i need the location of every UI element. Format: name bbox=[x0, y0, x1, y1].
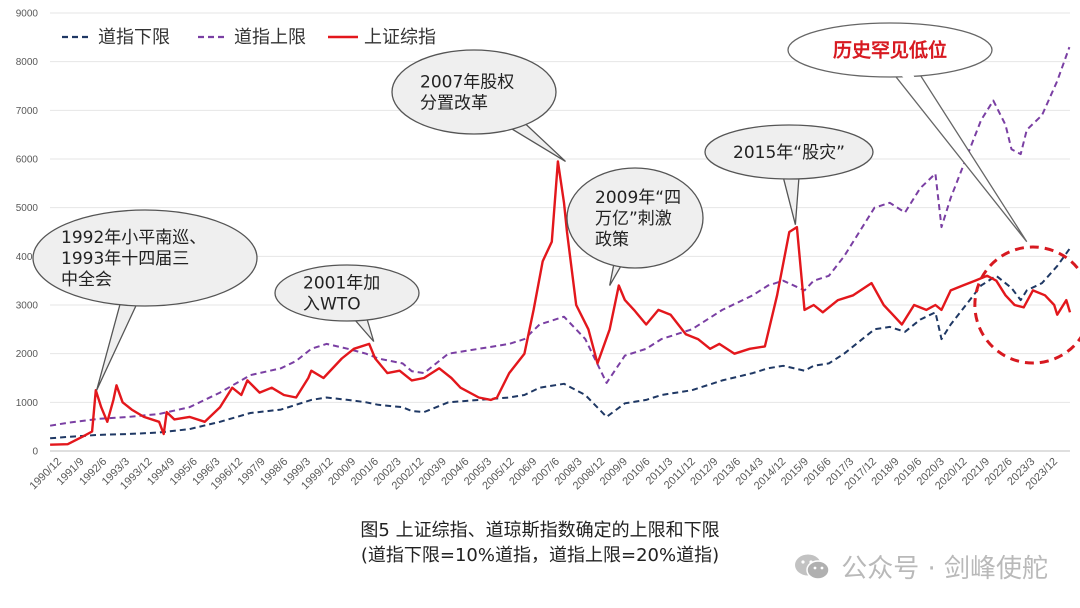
callout-text: 1992年小平南巡、 bbox=[61, 228, 206, 248]
callout-joint bbox=[467, 83, 497, 110]
y-tick-label: 8000 bbox=[16, 57, 39, 68]
watermark-text: 公众号 · 剑峰使舵 bbox=[841, 554, 1048, 584]
highlight-circle-layer bbox=[973, 245, 1080, 365]
callout-text: 2007年股权 bbox=[420, 72, 514, 92]
callout-text: 1993年十四届三 bbox=[61, 249, 189, 269]
callout-text: 万亿”刺激 bbox=[595, 209, 672, 229]
low-level-highlight-circle bbox=[973, 245, 1080, 365]
callout: 2015年“股灾” bbox=[704, 124, 874, 225]
callout-text: 政策 bbox=[595, 230, 629, 250]
callout-text: 分置改革 bbox=[420, 93, 488, 113]
chart: 0 1000 2000 3000 4000 5000 6000 7000 8000 9000 19… bbox=[16, 9, 1080, 493]
wechat-icon bbox=[795, 554, 830, 580]
series-line-道指下限 bbox=[50, 248, 1071, 440]
callout-joint bbox=[881, 43, 925, 98]
y-tick-label: 1000 bbox=[16, 398, 39, 409]
callout-text: 2001年加 bbox=[303, 273, 380, 293]
legend-label: 道指下限 bbox=[98, 27, 170, 48]
callout: 历史罕见低位 bbox=[787, 22, 1028, 243]
callout-text: 2015年“股灾” bbox=[733, 143, 845, 163]
callout-text: 历史罕见低位 bbox=[833, 39, 947, 62]
y-axis: 0 1000 2000 3000 4000 5000 6000 7000 8000 9000 bbox=[16, 9, 39, 458]
legend-label: 道指上限 bbox=[234, 27, 306, 48]
y-tick-label: 6000 bbox=[16, 155, 39, 166]
series-line-道指上限 bbox=[49, 46, 1071, 427]
legend: 道指下限 道指上限 上证综指 bbox=[62, 27, 436, 48]
callout-joint bbox=[337, 287, 357, 306]
callout-text: 中全会 bbox=[61, 270, 112, 290]
callout-joint bbox=[778, 151, 800, 171]
y-tick-label: 0 bbox=[32, 447, 38, 458]
chart-title: 图5 上证综指、道琼斯指数确定的上限和下限 bbox=[360, 520, 720, 541]
callout-text: 2009年“四 bbox=[595, 188, 681, 208]
callout-joint bbox=[132, 254, 155, 292]
callout-text: 入WTO bbox=[303, 294, 361, 314]
legend-label: 上证综指 bbox=[364, 27, 436, 48]
y-tick-label: 3000 bbox=[16, 301, 39, 312]
chart-series bbox=[49, 46, 1072, 446]
y-tick-label: 2000 bbox=[16, 349, 39, 360]
series-line-上证综指 bbox=[50, 160, 1072, 446]
y-tick-label: 5000 bbox=[16, 203, 39, 214]
callout-joint bbox=[625, 214, 645, 235]
x-axis: 1990/121991/91992/61993/31993/121994/919… bbox=[28, 456, 1061, 493]
chart-subtitle: (道指下限=10%道指，道指上限=20%道指) bbox=[360, 545, 720, 566]
y-tick-label: 9000 bbox=[16, 9, 39, 20]
y-tick-label: 4000 bbox=[16, 252, 39, 263]
watermark: 公众号 · 剑峰使舵 bbox=[793, 548, 1048, 585]
chart-grid bbox=[50, 12, 1070, 452]
y-tick-label: 7000 bbox=[16, 106, 39, 117]
